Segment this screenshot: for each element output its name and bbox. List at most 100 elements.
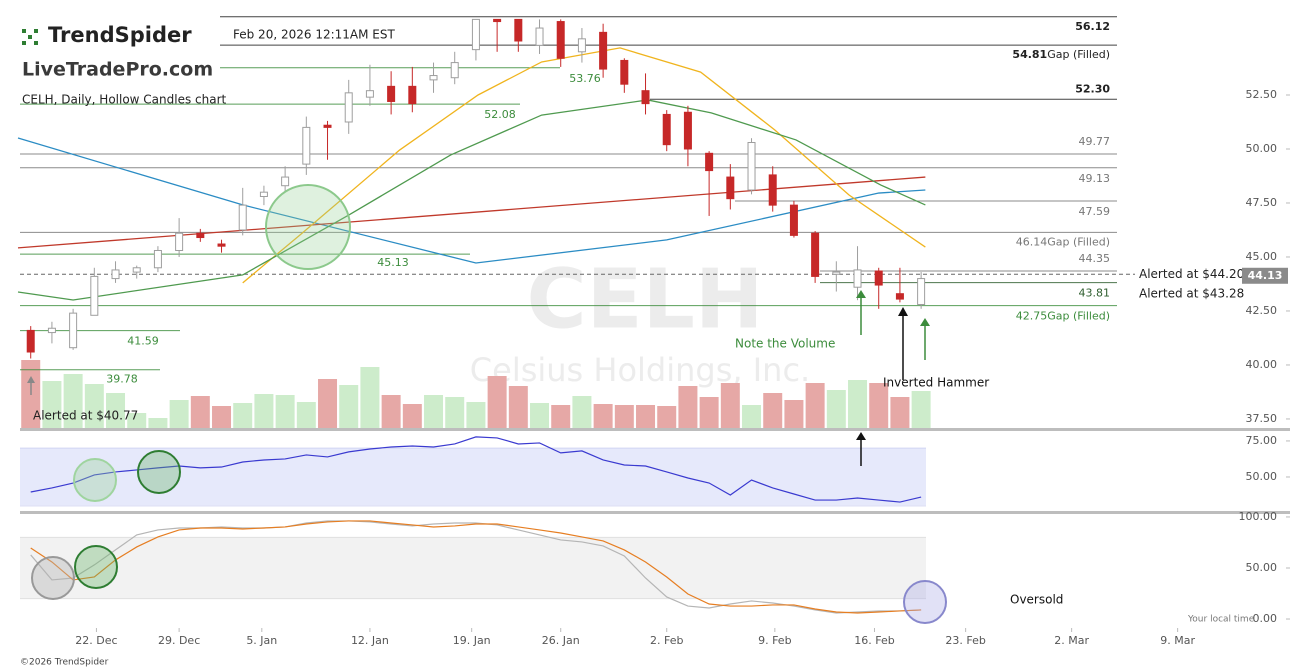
volume-bar [593,404,613,428]
candle-body [811,232,820,277]
highlight-circle [265,184,351,270]
level-value: 49.13 [1079,172,1111,185]
candle-body [641,90,650,105]
candle-body [705,152,714,172]
level-label: 43.81 [1079,287,1111,300]
candle-body [196,232,205,239]
level-value: 39.78 [106,373,138,386]
volume-bar [127,413,147,428]
highlight-circle [903,580,947,624]
level-value: 53.76 [569,72,601,85]
x-tick-label: 23. Feb [945,634,985,647]
alert-label: Alerted at $43.28 [1139,287,1244,301]
volume-bar [233,403,253,428]
x-tick-label: 16. Feb [854,634,894,647]
level-value: 43.81 [1079,287,1111,300]
logo: TrendSpider [22,23,192,47]
volume-bar [42,381,62,428]
panel-divider [20,511,1290,514]
volume-bar [911,391,931,428]
level-value: 47.59 [1079,205,1111,218]
candle-body [450,62,459,79]
volume-bar [63,374,83,428]
annotation: Inverted Hammer [883,376,989,390]
panel-divider [20,428,1290,431]
level-note: Gap (Filled) [1047,235,1110,248]
moving-average [17,137,926,264]
watermark-ticker: CELH [526,252,763,347]
x-tick-label: 12. Jan [351,634,389,647]
level-label: 54.81Gap (Filled) [1012,48,1110,61]
candle-body [259,191,268,198]
x-tick-label: 2. Mar [1054,634,1089,647]
y-tick-label: 100.00 [1239,510,1278,523]
volume-bar [805,383,825,428]
level-label: 49.13 [1079,172,1111,185]
level-label: 53.76 [569,72,601,85]
level-note: Gap (Filled) [1047,48,1110,61]
candle-body [556,21,565,59]
stoch-band-bg [20,537,926,599]
candle-body [69,312,78,349]
level-label: 39.78 [106,373,138,386]
volume-bar [360,367,380,428]
volume-bar [826,390,846,428]
volume-bar [84,384,104,428]
candle-body [153,249,162,269]
highlight-circle [31,556,75,600]
candle-body [620,59,629,85]
x-tick-label: 29. Dec [158,634,200,647]
candle-body [853,269,862,288]
volume-bar [445,397,465,428]
candle-body [895,293,904,300]
alert-label: Alerted at $44.20 [1139,267,1244,281]
level-value: 41.59 [127,335,159,348]
volume-bar [763,393,783,428]
alert-label: Alerted at $40.77 [33,409,138,423]
candle-body [768,174,777,206]
level-label: 49.77 [1079,135,1111,148]
candle-body [789,204,798,236]
local-time-note: Your local time [1187,615,1255,625]
level-value: 45.13 [377,256,409,269]
candle-body [747,142,756,191]
candle-body [217,243,226,247]
x-tick-label: 9. Mar [1160,634,1195,647]
candle-body [832,271,841,275]
candle-body [662,113,671,146]
arrows [27,290,930,466]
y-tick-label: 75.00 [1246,434,1278,447]
volume-bar [614,405,634,428]
annotation: Oversold [1010,593,1063,607]
volume-bar [487,376,507,428]
level-value: 44.35 [1079,252,1111,265]
chart-name: CELH, Daily, Hollow Candles chart [22,93,227,107]
volume-bar [381,395,401,428]
candle-body [132,267,141,273]
volume-bar [169,400,189,428]
x-tick-label: 9. Feb [758,634,791,647]
level-note: Gap (Filled) [1047,310,1110,323]
volume-bar [296,402,316,428]
candle-body [90,275,99,316]
candle-body [577,38,586,53]
volume-bar [339,385,359,428]
level-value: 56.12 [1075,20,1110,33]
moving-average [242,47,926,284]
volume-bar [508,386,528,428]
volume-bar [466,402,486,428]
candle-body [47,327,56,334]
volume-bar [148,418,168,428]
volume-bar [720,383,740,428]
x-tick-label: 26. Jan [542,634,580,647]
candle-body [493,18,502,23]
volume-bar [678,386,698,428]
candle-body [26,329,35,353]
y-tick-label: 52.50 [1246,88,1278,101]
y-tick-label: 50.00 [1246,142,1278,155]
candle-body [387,85,396,102]
volume-bar [869,383,889,428]
x-tick-label: 5. Jan [246,634,277,647]
rsi-band-bg [20,448,926,505]
last-price-label: 44.13 [1248,269,1283,282]
